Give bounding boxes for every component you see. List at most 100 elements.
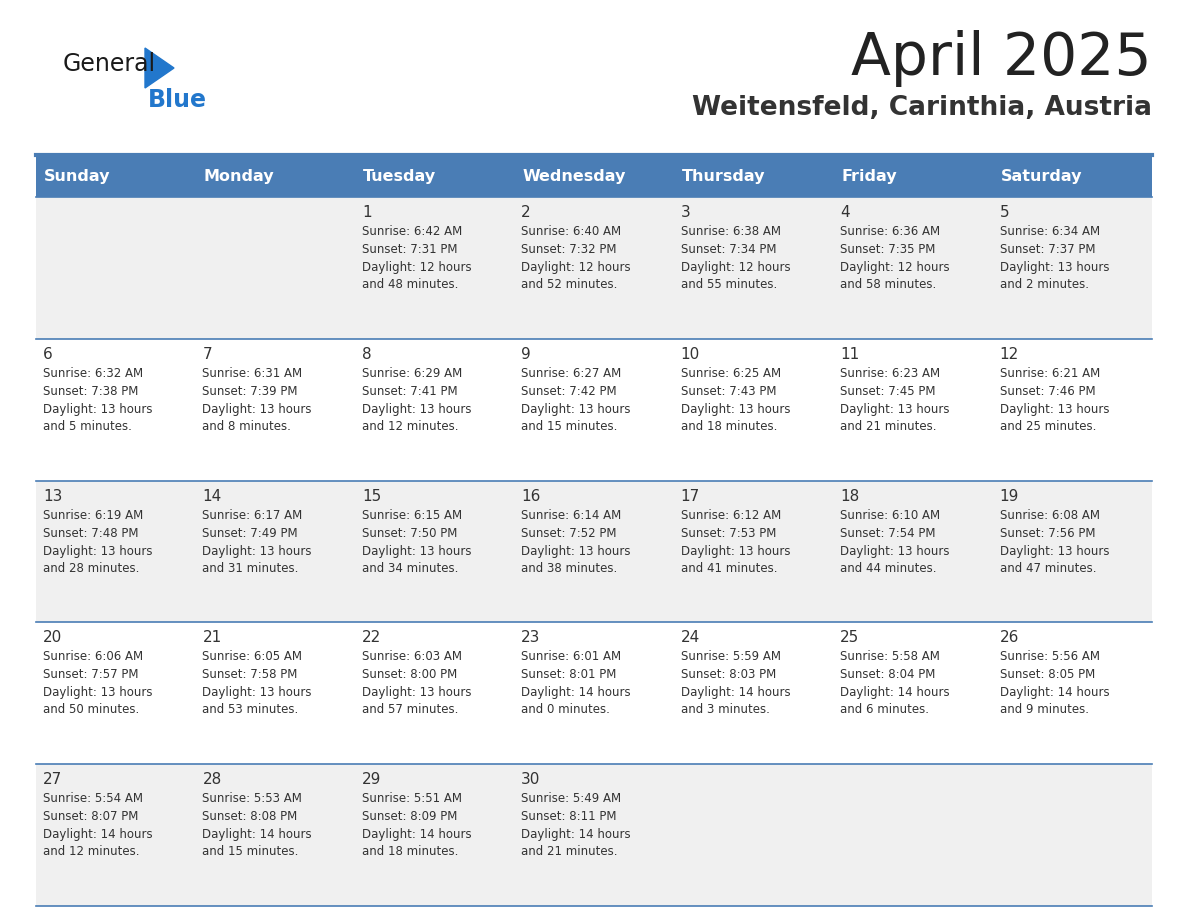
- Text: Sunset: 8:04 PM: Sunset: 8:04 PM: [840, 668, 935, 681]
- Bar: [514, 481, 674, 622]
- Text: Sunrise: 6:21 AM: Sunrise: 6:21 AM: [999, 367, 1100, 380]
- Text: Daylight: 14 hours
and 6 minutes.: Daylight: 14 hours and 6 minutes.: [840, 687, 949, 716]
- Text: Sunset: 7:50 PM: Sunset: 7:50 PM: [362, 527, 457, 540]
- Text: Daylight: 13 hours
and 5 minutes.: Daylight: 13 hours and 5 minutes.: [43, 403, 152, 432]
- Text: 5: 5: [999, 205, 1009, 220]
- Text: Sunset: 7:52 PM: Sunset: 7:52 PM: [522, 527, 617, 540]
- Text: Daylight: 14 hours
and 18 minutes.: Daylight: 14 hours and 18 minutes.: [362, 828, 472, 858]
- Text: Sunset: 8:01 PM: Sunset: 8:01 PM: [522, 668, 617, 681]
- Text: Sunset: 8:05 PM: Sunset: 8:05 PM: [999, 668, 1095, 681]
- Bar: [514, 197, 674, 339]
- Text: Sunset: 7:48 PM: Sunset: 7:48 PM: [43, 527, 139, 540]
- Text: Tuesday: Tuesday: [362, 169, 436, 184]
- Text: Blue: Blue: [148, 88, 207, 112]
- Bar: [992, 155, 1152, 197]
- Text: Sunset: 7:56 PM: Sunset: 7:56 PM: [999, 527, 1095, 540]
- Text: 16: 16: [522, 488, 541, 504]
- Text: Daylight: 12 hours
and 58 minutes.: Daylight: 12 hours and 58 minutes.: [840, 261, 949, 291]
- Text: 12: 12: [999, 347, 1019, 362]
- Text: 29: 29: [362, 772, 381, 788]
- Bar: [355, 155, 514, 197]
- Text: 11: 11: [840, 347, 859, 362]
- Text: Daylight: 13 hours
and 47 minutes.: Daylight: 13 hours and 47 minutes.: [999, 544, 1110, 575]
- Text: Sunrise: 6:10 AM: Sunrise: 6:10 AM: [840, 509, 940, 521]
- Text: Daylight: 13 hours
and 57 minutes.: Daylight: 13 hours and 57 minutes.: [362, 687, 472, 716]
- Bar: [36, 622, 196, 764]
- Text: Sunrise: 5:59 AM: Sunrise: 5:59 AM: [681, 650, 781, 664]
- Bar: [36, 764, 196, 906]
- Text: Sunrise: 6:31 AM: Sunrise: 6:31 AM: [202, 367, 303, 380]
- Text: Daylight: 13 hours
and 21 minutes.: Daylight: 13 hours and 21 minutes.: [840, 403, 949, 432]
- Text: 19: 19: [999, 488, 1019, 504]
- Text: Daylight: 14 hours
and 12 minutes.: Daylight: 14 hours and 12 minutes.: [43, 828, 152, 858]
- Text: Sunset: 7:42 PM: Sunset: 7:42 PM: [522, 385, 617, 397]
- Text: Daylight: 14 hours
and 0 minutes.: Daylight: 14 hours and 0 minutes.: [522, 687, 631, 716]
- Text: Sunday: Sunday: [44, 169, 110, 184]
- Text: Sunrise: 6:23 AM: Sunrise: 6:23 AM: [840, 367, 940, 380]
- Text: Sunset: 7:43 PM: Sunset: 7:43 PM: [681, 385, 776, 397]
- Text: Sunrise: 6:40 AM: Sunrise: 6:40 AM: [522, 225, 621, 238]
- Bar: [196, 481, 355, 622]
- Text: Sunset: 8:11 PM: Sunset: 8:11 PM: [522, 811, 617, 823]
- Text: Sunrise: 6:06 AM: Sunrise: 6:06 AM: [43, 650, 143, 664]
- Text: Sunset: 7:39 PM: Sunset: 7:39 PM: [202, 385, 298, 397]
- Bar: [196, 339, 355, 481]
- Bar: [36, 481, 196, 622]
- Text: Daylight: 13 hours
and 38 minutes.: Daylight: 13 hours and 38 minutes.: [522, 544, 631, 575]
- Text: Daylight: 13 hours
and 2 minutes.: Daylight: 13 hours and 2 minutes.: [999, 261, 1110, 291]
- Text: Daylight: 13 hours
and 25 minutes.: Daylight: 13 hours and 25 minutes.: [999, 403, 1110, 432]
- Text: 9: 9: [522, 347, 531, 362]
- Text: Sunrise: 6:17 AM: Sunrise: 6:17 AM: [202, 509, 303, 521]
- Text: 26: 26: [999, 631, 1019, 645]
- Text: Daylight: 13 hours
and 28 minutes.: Daylight: 13 hours and 28 minutes.: [43, 544, 152, 575]
- Text: Sunrise: 6:14 AM: Sunrise: 6:14 AM: [522, 509, 621, 521]
- Text: Sunrise: 6:03 AM: Sunrise: 6:03 AM: [362, 650, 462, 664]
- Text: Friday: Friday: [841, 169, 897, 184]
- Bar: [833, 764, 992, 906]
- Text: Sunset: 8:00 PM: Sunset: 8:00 PM: [362, 668, 457, 681]
- Text: 2: 2: [522, 205, 531, 220]
- Text: Sunset: 7:53 PM: Sunset: 7:53 PM: [681, 527, 776, 540]
- Bar: [833, 622, 992, 764]
- Text: Daylight: 13 hours
and 12 minutes.: Daylight: 13 hours and 12 minutes.: [362, 403, 472, 432]
- Bar: [992, 622, 1152, 764]
- Text: Daylight: 13 hours
and 50 minutes.: Daylight: 13 hours and 50 minutes.: [43, 687, 152, 716]
- Text: Daylight: 12 hours
and 55 minutes.: Daylight: 12 hours and 55 minutes.: [681, 261, 790, 291]
- Bar: [674, 197, 833, 339]
- Text: Sunset: 7:41 PM: Sunset: 7:41 PM: [362, 385, 457, 397]
- Bar: [833, 339, 992, 481]
- Text: Sunrise: 5:49 AM: Sunrise: 5:49 AM: [522, 792, 621, 805]
- Text: Sunset: 7:31 PM: Sunset: 7:31 PM: [362, 243, 457, 256]
- Text: Sunrise: 6:19 AM: Sunrise: 6:19 AM: [43, 509, 144, 521]
- Bar: [196, 622, 355, 764]
- Polygon shape: [145, 48, 173, 88]
- Text: 20: 20: [43, 631, 62, 645]
- Bar: [196, 197, 355, 339]
- Text: Sunrise: 6:01 AM: Sunrise: 6:01 AM: [522, 650, 621, 664]
- Text: Daylight: 13 hours
and 15 minutes.: Daylight: 13 hours and 15 minutes.: [522, 403, 631, 432]
- Text: Daylight: 13 hours
and 18 minutes.: Daylight: 13 hours and 18 minutes.: [681, 403, 790, 432]
- Text: Daylight: 14 hours
and 9 minutes.: Daylight: 14 hours and 9 minutes.: [999, 687, 1110, 716]
- Text: 27: 27: [43, 772, 62, 788]
- Text: Thursday: Thursday: [682, 169, 765, 184]
- Text: Monday: Monday: [203, 169, 274, 184]
- Bar: [514, 764, 674, 906]
- Text: Sunrise: 5:54 AM: Sunrise: 5:54 AM: [43, 792, 143, 805]
- Bar: [355, 481, 514, 622]
- Text: 21: 21: [202, 631, 222, 645]
- Text: Sunset: 7:37 PM: Sunset: 7:37 PM: [999, 243, 1095, 256]
- Text: Sunrise: 5:51 AM: Sunrise: 5:51 AM: [362, 792, 462, 805]
- Text: Sunset: 8:07 PM: Sunset: 8:07 PM: [43, 811, 138, 823]
- Text: Sunset: 7:49 PM: Sunset: 7:49 PM: [202, 527, 298, 540]
- Bar: [992, 764, 1152, 906]
- Bar: [674, 764, 833, 906]
- Text: Sunset: 8:09 PM: Sunset: 8:09 PM: [362, 811, 457, 823]
- Bar: [355, 764, 514, 906]
- Text: Sunset: 7:34 PM: Sunset: 7:34 PM: [681, 243, 776, 256]
- Text: 22: 22: [362, 631, 381, 645]
- Bar: [674, 339, 833, 481]
- Text: Daylight: 13 hours
and 44 minutes.: Daylight: 13 hours and 44 minutes.: [840, 544, 949, 575]
- Text: Daylight: 14 hours
and 15 minutes.: Daylight: 14 hours and 15 minutes.: [202, 828, 312, 858]
- Text: Sunset: 7:45 PM: Sunset: 7:45 PM: [840, 385, 936, 397]
- Text: Daylight: 13 hours
and 41 minutes.: Daylight: 13 hours and 41 minutes.: [681, 544, 790, 575]
